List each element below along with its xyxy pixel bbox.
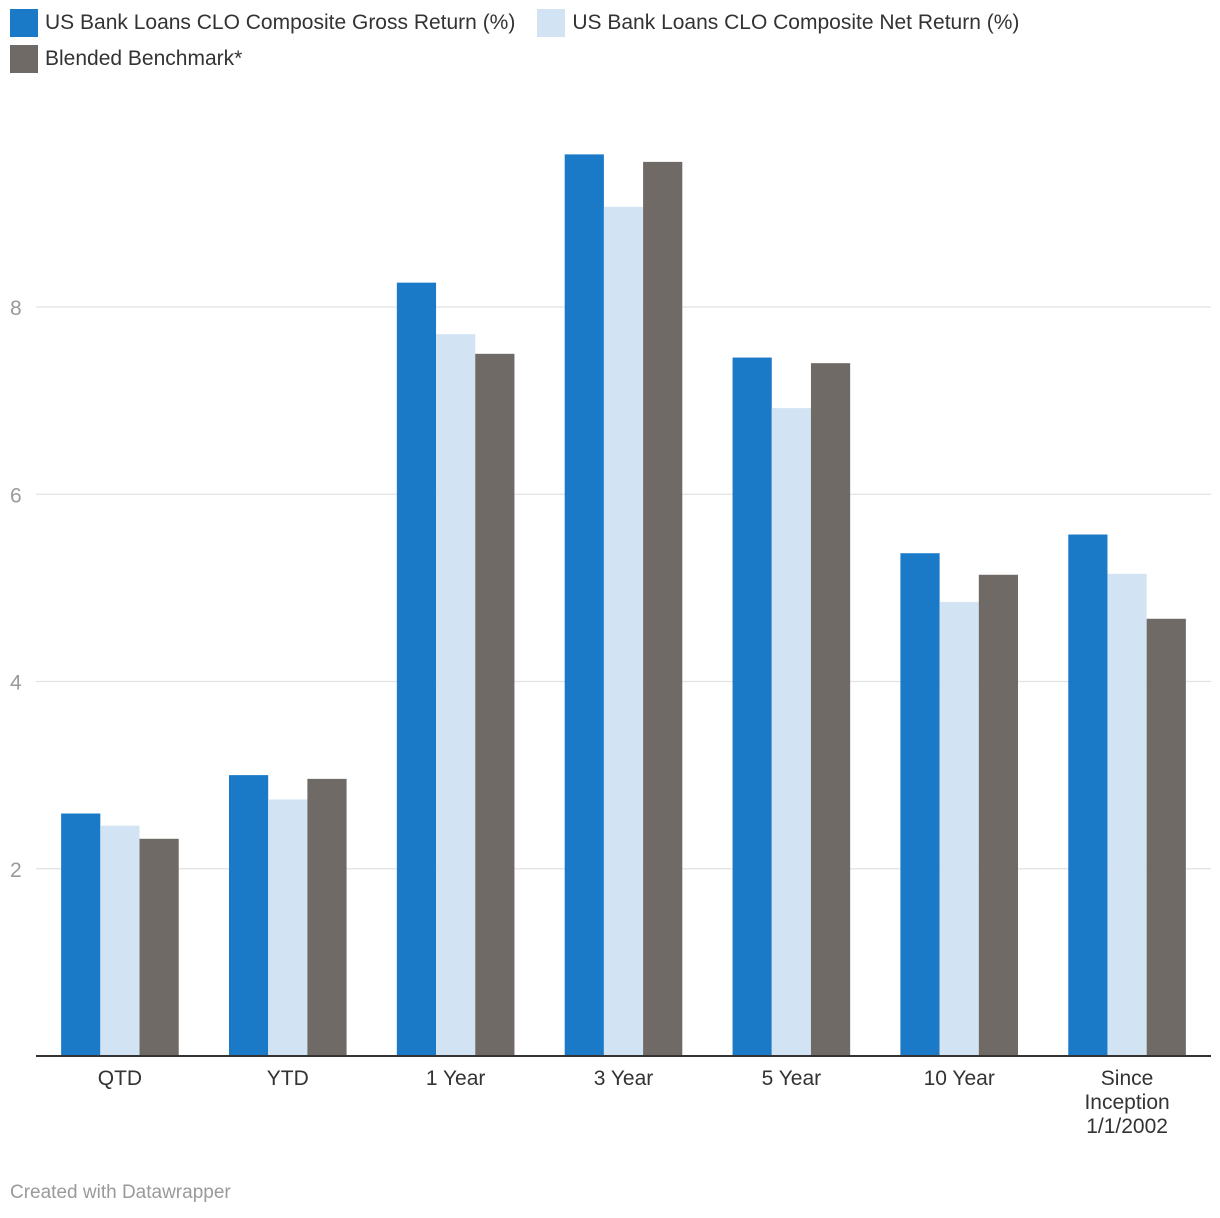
legend-swatch-gross <box>10 9 38 37</box>
bar-3-series-3 <box>475 353 515 1056</box>
bar-6-series-3 <box>978 574 1019 1056</box>
x-tick-label-2: YTD <box>267 1067 309 1090</box>
bar-1-series-3 <box>139 838 179 1056</box>
bar-2-series-2 <box>268 799 308 1056</box>
y-tick-label-2: 2 <box>10 859 22 882</box>
bar-5-series-3 <box>810 363 851 1056</box>
bar-3-series-2 <box>436 334 476 1056</box>
y-tick-label-6: 6 <box>10 484 22 507</box>
legend-item-net: US Bank Loans CLO Composite Net Return (… <box>537 8 1019 38</box>
y-tick-label-8: 8 <box>10 297 22 320</box>
bar-chart: 2 4 6 8 QTD YTD 1 Year 3 Year 5 Year 10 Year Since… <box>10 154 1211 1138</box>
x-tick-label-4: 3 Year <box>594 1067 654 1090</box>
bar-2-series-3 <box>307 778 347 1056</box>
x-tick-label-1: QTD <box>98 1067 142 1090</box>
bar-6-series-2 <box>939 601 979 1056</box>
legend-label-gross: US Bank Loans CLO Composite Gross Return… <box>45 11 516 34</box>
y-tick-label-4: 4 <box>10 672 22 695</box>
datawrapper-credit: Created with Datawrapper <box>10 1182 231 1203</box>
legend-item-benchmark: Blended Benchmark* <box>10 44 242 74</box>
bar-7-series-2 <box>1107 573 1147 1056</box>
bar-1-series-2 <box>100 825 140 1056</box>
x-tick-label-5: 5 Year <box>762 1067 822 1090</box>
bar-4-series-3 <box>643 161 683 1057</box>
bar-5-series-1 <box>732 357 772 1056</box>
bar-3-series-1 <box>396 282 437 1057</box>
bar-6-series-1 <box>900 553 940 1056</box>
chart-legend: US Bank Loans CLO Composite Gross Return… <box>10 8 1210 74</box>
bar-1-series-1 <box>61 813 101 1056</box>
bar-7-series-3 <box>1146 618 1186 1056</box>
bar-5-series-2 <box>771 408 811 1056</box>
legend-item-gross: US Bank Loans CLO Composite Gross Return… <box>10 8 515 38</box>
x-tick-label-6: 10 Year <box>924 1067 995 1090</box>
x-tick-label-3: 1 Year <box>426 1067 486 1090</box>
bar-2-series-1 <box>228 775 269 1056</box>
legend-label-net: US Bank Loans CLO Composite Net Return (… <box>572 11 1020 34</box>
bar-7-series-1 <box>1068 534 1108 1056</box>
bar-4-series-2 <box>603 206 644 1057</box>
bar-4-series-1 <box>564 154 604 1057</box>
legend-swatch-benchmark <box>10 45 38 73</box>
legend-label-benchmark: Blended Benchmark* <box>45 47 243 70</box>
x-tick-label-7: Since Inception 1/1/2002 <box>1084 1067 1169 1138</box>
legend-swatch-net <box>537 9 566 37</box>
